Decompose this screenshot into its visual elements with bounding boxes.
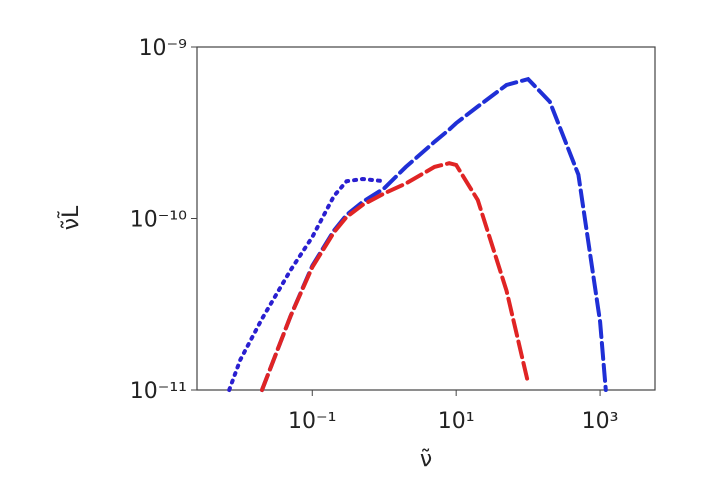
x-axis-label: ν̃ <box>420 447 432 472</box>
y-tick-label: 10⁻¹¹ <box>130 379 187 404</box>
x-tick-label: 10¹ <box>438 409 475 434</box>
x-tick-label: 10⁻¹ <box>288 409 336 434</box>
y-axis-label: ν̃L̃ <box>58 205 84 230</box>
series-line <box>260 161 531 392</box>
y-tick-label: 10⁻⁹ <box>139 36 187 61</box>
x-tick-label: 10³ <box>582 409 619 434</box>
y-tick-label: 10⁻¹⁰ <box>130 208 187 233</box>
series-line <box>227 176 387 392</box>
